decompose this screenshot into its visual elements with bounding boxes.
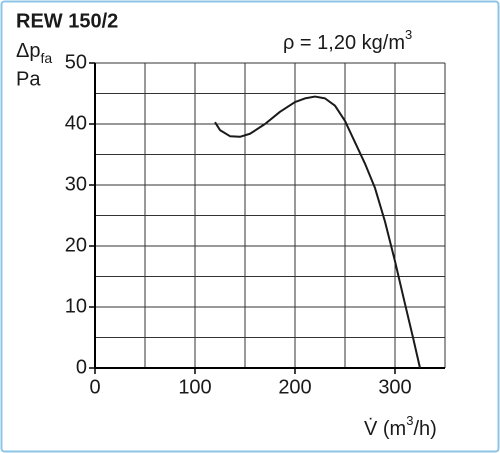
- x-tick-label: 100: [178, 376, 211, 398]
- x-label-suffix: /h): [413, 418, 436, 440]
- y-tick-label: 40: [65, 112, 87, 134]
- y-tick-label: 10: [65, 295, 87, 317]
- x-label-text: V̇ (m: [364, 418, 406, 440]
- curve: [214, 95, 421, 369]
- y-tick-label: 30: [65, 173, 87, 195]
- y-tick-label: 20: [65, 234, 87, 256]
- y-axis-label: Δpfa: [16, 40, 52, 65]
- x-label-superscript: 3: [406, 413, 413, 428]
- y-label-symbol: Δp: [16, 40, 40, 62]
- y-label-subscript: fa: [40, 50, 52, 66]
- chart-title: REW 150/2: [16, 10, 118, 32]
- annotation-text: ρ = 1,20 kg/m: [283, 32, 405, 54]
- x-tick-label: 0: [89, 376, 100, 398]
- y-axis-unit: Pa: [16, 68, 41, 90]
- x-tick-label: 300: [378, 376, 411, 398]
- x-axis-label: V̇ (m3/h): [364, 413, 437, 440]
- x-tick-label: 200: [278, 376, 311, 398]
- annotation: ρ = 1,20 kg/m3: [283, 27, 412, 54]
- annotation-superscript: 3: [405, 27, 412, 42]
- y-tick-label: 0: [76, 356, 87, 378]
- y-tick-label: 50: [65, 51, 87, 73]
